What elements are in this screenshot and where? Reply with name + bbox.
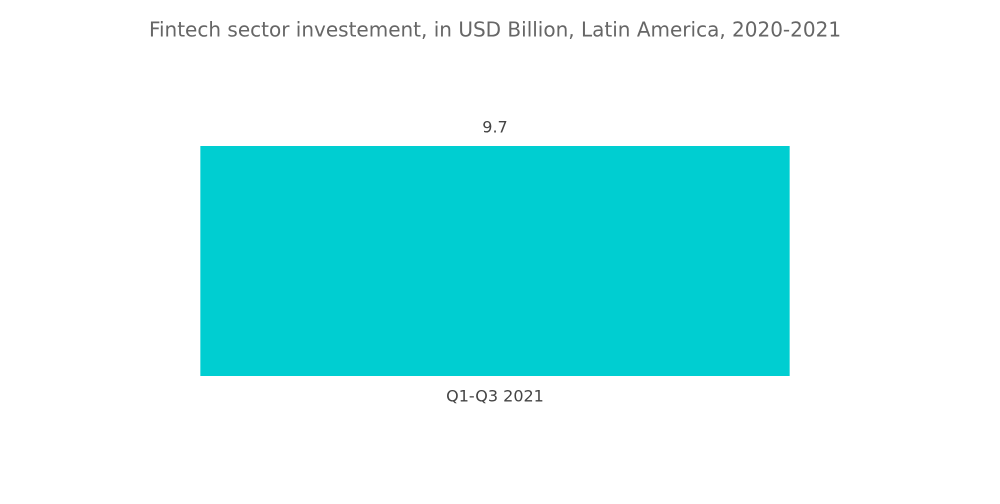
x-tick-label: Q1-Q3 2021	[446, 387, 544, 406]
chart-title: Fintech sector investement, in USD Billi…	[149, 18, 841, 42]
value-label: 9.7	[482, 118, 507, 137]
bar	[200, 146, 790, 376]
